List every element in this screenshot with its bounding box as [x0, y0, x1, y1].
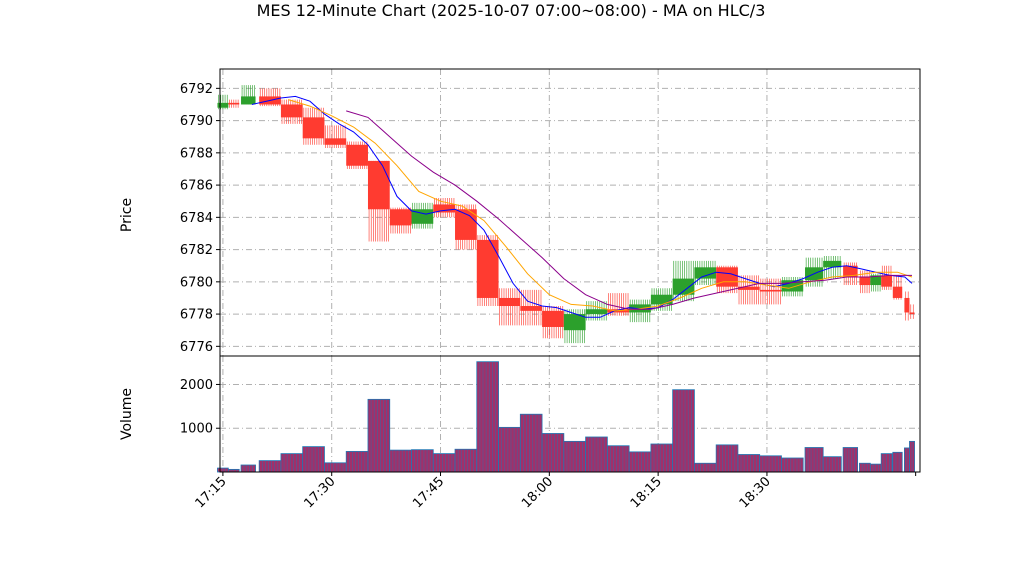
candle-body — [737, 286, 760, 290]
candle-body — [389, 209, 412, 226]
price-candles — [217, 85, 915, 344]
volume-axis-label: Volume — [119, 388, 135, 440]
candle-body — [672, 278, 695, 295]
ma-line-fast — [251, 95, 913, 318]
candle-body — [324, 138, 347, 145]
price-tick-label: 6780 — [180, 275, 213, 290]
price-y-axis: 6776 6778 6780 6782 6784 6786 6788 6790 6792 — [180, 82, 220, 355]
candle-body — [781, 280, 804, 292]
candle-body — [904, 297, 910, 313]
moving-average-lines — [251, 95, 913, 318]
price-axis-label: Price — [119, 198, 135, 232]
price-tick-label: 6790 — [180, 114, 213, 129]
candle-body — [241, 96, 256, 105]
price-tick-label: 6778 — [180, 308, 213, 323]
x-tick-label: 17:15 — [193, 474, 230, 511]
candle-body — [892, 286, 903, 298]
price-panel-frame — [219, 68, 921, 357]
candle-body — [694, 267, 717, 279]
volume-bar — [892, 451, 903, 473]
x-tick-label: 17:45 — [410, 474, 447, 511]
candle-body — [367, 160, 390, 210]
candle-body — [498, 297, 521, 307]
x-tick-label: 18:00 — [519, 474, 556, 511]
price-tick-label: 6788 — [180, 146, 213, 161]
candle-body — [346, 144, 368, 166]
candle-body — [542, 310, 564, 327]
price-tick-label: 6792 — [180, 82, 213, 97]
candle-body — [302, 117, 325, 139]
candle-body — [228, 102, 240, 105]
volume-y-axis: 1000 2000 — [180, 378, 220, 437]
candle-body — [823, 260, 842, 268]
x-tick-label: 17:30 — [301, 474, 338, 511]
candle-body — [870, 275, 882, 286]
candle-body — [843, 265, 858, 277]
volume-tick-label: 1000 — [180, 422, 213, 437]
x-tick-label: 18:15 — [628, 474, 665, 511]
candle-body — [476, 239, 499, 298]
price-tick-label: 6784 — [180, 211, 213, 226]
candle-body — [759, 289, 782, 292]
price-tick-label: 6782 — [180, 243, 213, 258]
volume-bars — [217, 361, 915, 473]
candle-body — [563, 314, 586, 331]
candle-body — [217, 102, 229, 108]
candle-body — [280, 104, 303, 118]
candle-body — [716, 267, 738, 287]
volume-panel-frame — [219, 355, 921, 473]
candle-body — [859, 276, 871, 286]
candle-body — [520, 306, 543, 311]
x-axis: 17:15 17:30 17:45 18:00 18:15 18:30 — [193, 472, 917, 511]
chart-title: MES 12-Minute Chart (2025-10-07 07:00~08… — [257, 1, 766, 20]
candle-body — [881, 275, 893, 287]
candle-body — [909, 312, 915, 315]
price-grid — [220, 69, 920, 356]
candle-body — [585, 309, 608, 315]
candle-body — [411, 209, 434, 224]
candle-body — [433, 204, 456, 213]
x-tick-label: 18:30 — [737, 474, 774, 511]
volume-bar — [842, 447, 859, 473]
ma-line-slow — [346, 110, 912, 310]
price-tick-label: 6776 — [180, 340, 213, 355]
volume-bar — [240, 464, 256, 473]
candle-body — [650, 294, 673, 305]
volume-tick-label: 2000 — [180, 378, 213, 393]
price-tick-label: 6786 — [180, 179, 213, 194]
